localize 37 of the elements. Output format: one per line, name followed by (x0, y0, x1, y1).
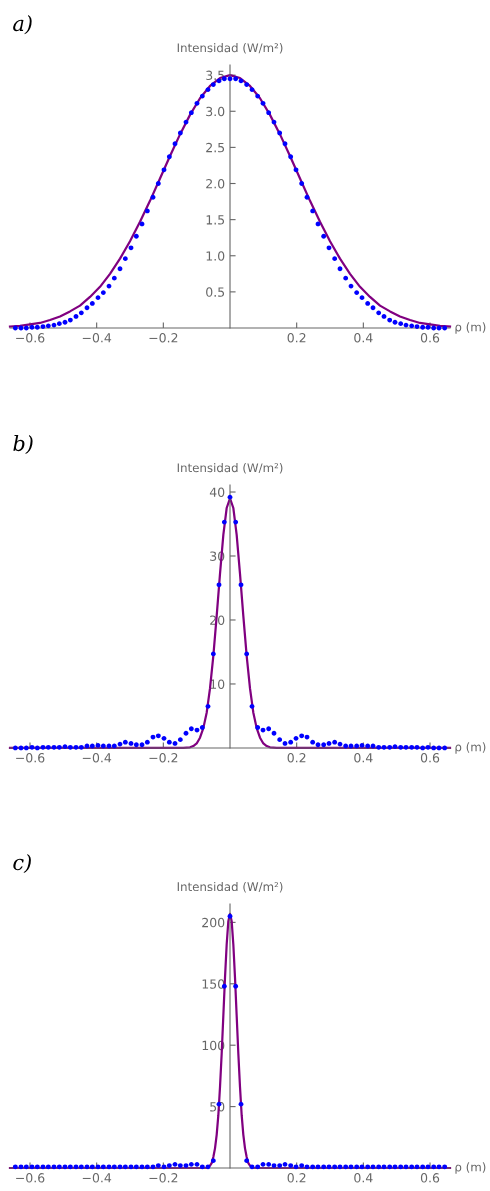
y-tick-label: 1.5 (206, 215, 225, 225)
x-tick-label: 0.2 (287, 1173, 306, 1183)
x-tick-label: 0.6 (420, 1173, 440, 1183)
y-tick-label: 2.5 (206, 142, 225, 153)
x-tick-label: −0.4 (82, 1173, 112, 1183)
x-tick-label: 0.6 (420, 333, 440, 343)
y-tick-label: 3.0 (206, 106, 225, 117)
x-tick-label: −0.2 (149, 753, 178, 763)
x-tick-label: −0.6 (16, 333, 45, 343)
y-tick-label: 200 (202, 917, 225, 928)
y-tick-label: 150 (202, 979, 225, 989)
x-tick-label: −0.2 (149, 1173, 178, 1183)
x-tick-label: −0.4 (82, 753, 112, 763)
x-axis-title: ρ (m) (455, 322, 486, 334)
x-tick-label: −0.6 (16, 1173, 45, 1183)
y-tick-label: 1.0 (206, 251, 225, 261)
y-axis-title: Intensidad (W/m²) (177, 463, 283, 474)
chart-title: a) (13, 15, 32, 35)
x-tick-label: 0.4 (354, 333, 373, 343)
x-tick-label: 0.2 (287, 333, 306, 343)
y-tick-label: 40 (209, 487, 225, 497)
y-tick-label: 10 (210, 679, 225, 689)
x-tick-label: −0.2 (149, 333, 178, 343)
x-tick-label: −0.6 (16, 753, 45, 763)
y-axis-title: Intensidad (W/m²) (177, 43, 283, 54)
x-axis-title: ρ (m) (455, 1162, 486, 1174)
x-axis-title: ρ (m) (455, 742, 486, 754)
x-tick-label: 0.4 (354, 1173, 373, 1183)
chart-title: c) (13, 854, 31, 874)
x-tick-label: 0.6 (420, 753, 440, 763)
x-tick-label: −0.4 (82, 333, 112, 343)
chart-title: b) (13, 435, 33, 455)
x-tick-label: 0.4 (354, 753, 373, 763)
y-tick-label: 2.0 (206, 178, 225, 189)
x-tick-label: 0.2 (287, 753, 306, 763)
y-tick-label: 0.5 (206, 287, 225, 297)
y-axis-title: Intensidad (W/m²) (177, 881, 283, 893)
